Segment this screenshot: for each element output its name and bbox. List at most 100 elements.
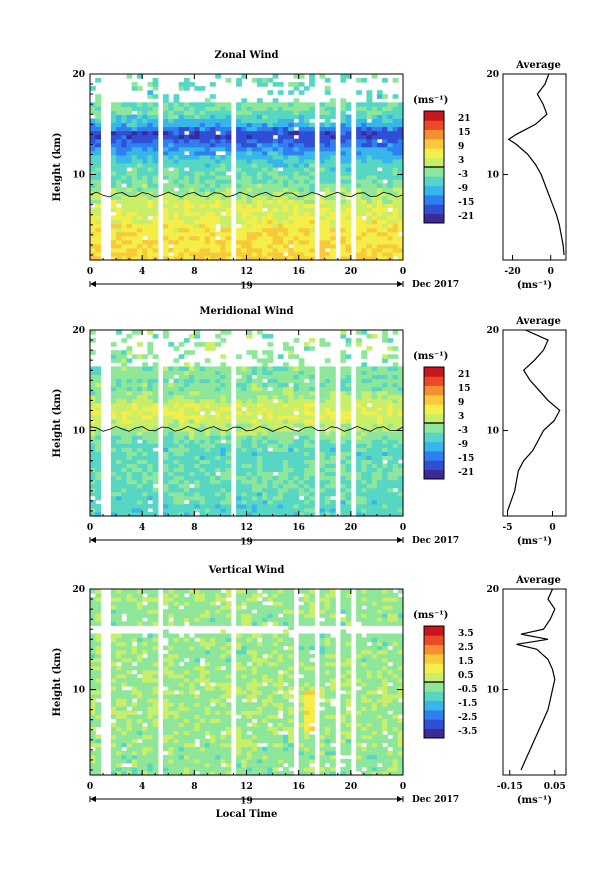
heatmap-cell [178, 171, 185, 176]
heatmap-cell [277, 746, 284, 752]
heatmap-cell [126, 106, 133, 111]
heatmap-cell [376, 427, 383, 432]
heatmap-cell [210, 207, 216, 212]
heatmap-cell [319, 130, 326, 136]
heatmap-cell [262, 227, 268, 233]
heatmap-cell [241, 122, 248, 128]
heatmap-cell [371, 150, 378, 156]
heatmap-cell [272, 374, 279, 380]
heatmap-cell [95, 102, 101, 107]
heatmap-cell [324, 158, 331, 164]
heatmap-cell [392, 247, 399, 253]
heatmap-cell [110, 354, 117, 359]
heatmap-cell [277, 491, 284, 497]
heatmap-cell [371, 118, 378, 124]
heatmap-cell [340, 114, 347, 119]
heatmap-cell [345, 183, 352, 188]
heatmap-cell [147, 750, 154, 756]
heatmap-cell [387, 410, 394, 416]
heatmap-cell [215, 475, 221, 481]
heatmap-cell [303, 443, 310, 448]
heatmap-cell [131, 114, 138, 119]
heatmap-cell [142, 410, 148, 416]
heatmap-cell [194, 451, 201, 456]
heatmap-cell [283, 754, 289, 760]
heatmap-cell [376, 398, 383, 404]
heatmap-cell [397, 223, 404, 229]
heatmap-cell [147, 742, 154, 748]
heatmap-cell [204, 378, 211, 384]
heatmap-cell [277, 750, 284, 756]
colorbar-swatch [424, 185, 444, 196]
heatmap-cell [236, 495, 242, 501]
heatmap-cell [183, 211, 190, 217]
heatmap-cell [256, 195, 263, 200]
heatmap-cell [324, 483, 331, 489]
heatmap-cell [116, 146, 122, 152]
heatmap-cell [376, 158, 383, 164]
heatmap-cell [204, 491, 211, 497]
heatmap-cell [288, 394, 294, 400]
heatmap-cell [210, 94, 216, 99]
heatmap-cell [152, 738, 159, 744]
heatmap-cell [90, 471, 96, 477]
heatmap-cell [366, 126, 373, 132]
heatmap-cell [387, 414, 394, 420]
heatmap-cell [152, 179, 159, 184]
heatmap-cell [262, 423, 268, 428]
heatmap-cell [215, 158, 221, 164]
heatmap-cell [90, 207, 96, 212]
heatmap-cell [173, 191, 180, 196]
heatmap-cell [183, 247, 190, 253]
heatmap-cell [136, 195, 143, 200]
heatmap-cell [215, 114, 221, 119]
heatmap-cell [293, 475, 300, 481]
heatmap-cell [361, 354, 368, 359]
heatmap-cell [309, 74, 315, 79]
heatmap-cell [163, 382, 169, 388]
heatmap-cell [110, 398, 117, 404]
heatmap-cell [309, 211, 315, 217]
heatmap-cell [152, 247, 159, 253]
heatmap-cell [303, 138, 310, 144]
heatmap-cell [298, 239, 305, 245]
heatmap-cell [95, 439, 101, 444]
heatmap-cell [163, 219, 169, 225]
heatmap-cell [173, 215, 180, 221]
heatmap-cell [267, 130, 274, 136]
heatmap-cell [199, 467, 206, 473]
heatmap-cell [277, 758, 284, 764]
heatmap-cell [303, 487, 310, 493]
heatmap-cell [189, 179, 195, 184]
heatmap-cell [330, 215, 336, 221]
heatmap-cell [178, 475, 185, 481]
heatmap-cell [387, 439, 394, 444]
heatmap-cell [215, 455, 221, 460]
heatmap-cell [173, 479, 180, 485]
heatmap-cell [215, 219, 221, 225]
heatmap-cell [210, 251, 216, 257]
heatmap-cell [121, 738, 128, 744]
heatmap-cell [178, 239, 185, 245]
heatmap-cell [376, 738, 383, 744]
heatmap-cell [183, 410, 190, 416]
heatmap-cell [262, 362, 268, 367]
heatmap-cell [126, 207, 133, 212]
heatmap-cell [283, 398, 289, 404]
heatmap-cell [116, 243, 122, 249]
heatmap-cell [173, 195, 180, 200]
heatmap-cell [95, 406, 101, 412]
heatmap-cell [345, 471, 352, 477]
heatmap-cell [215, 463, 221, 468]
heatmap-cell [356, 491, 362, 497]
heatmap-cell [288, 423, 294, 428]
heatmap-cell [147, 447, 154, 452]
heatmap-cell [121, 414, 128, 420]
heatmap-cell [168, 394, 175, 400]
heatmap-cell [225, 451, 232, 456]
heatmap-cell [324, 382, 331, 388]
heatmap-cell [330, 499, 336, 505]
heatmap-cell [340, 154, 347, 160]
heatmap-cell [324, 390, 331, 396]
heatmap-cell [225, 419, 232, 424]
